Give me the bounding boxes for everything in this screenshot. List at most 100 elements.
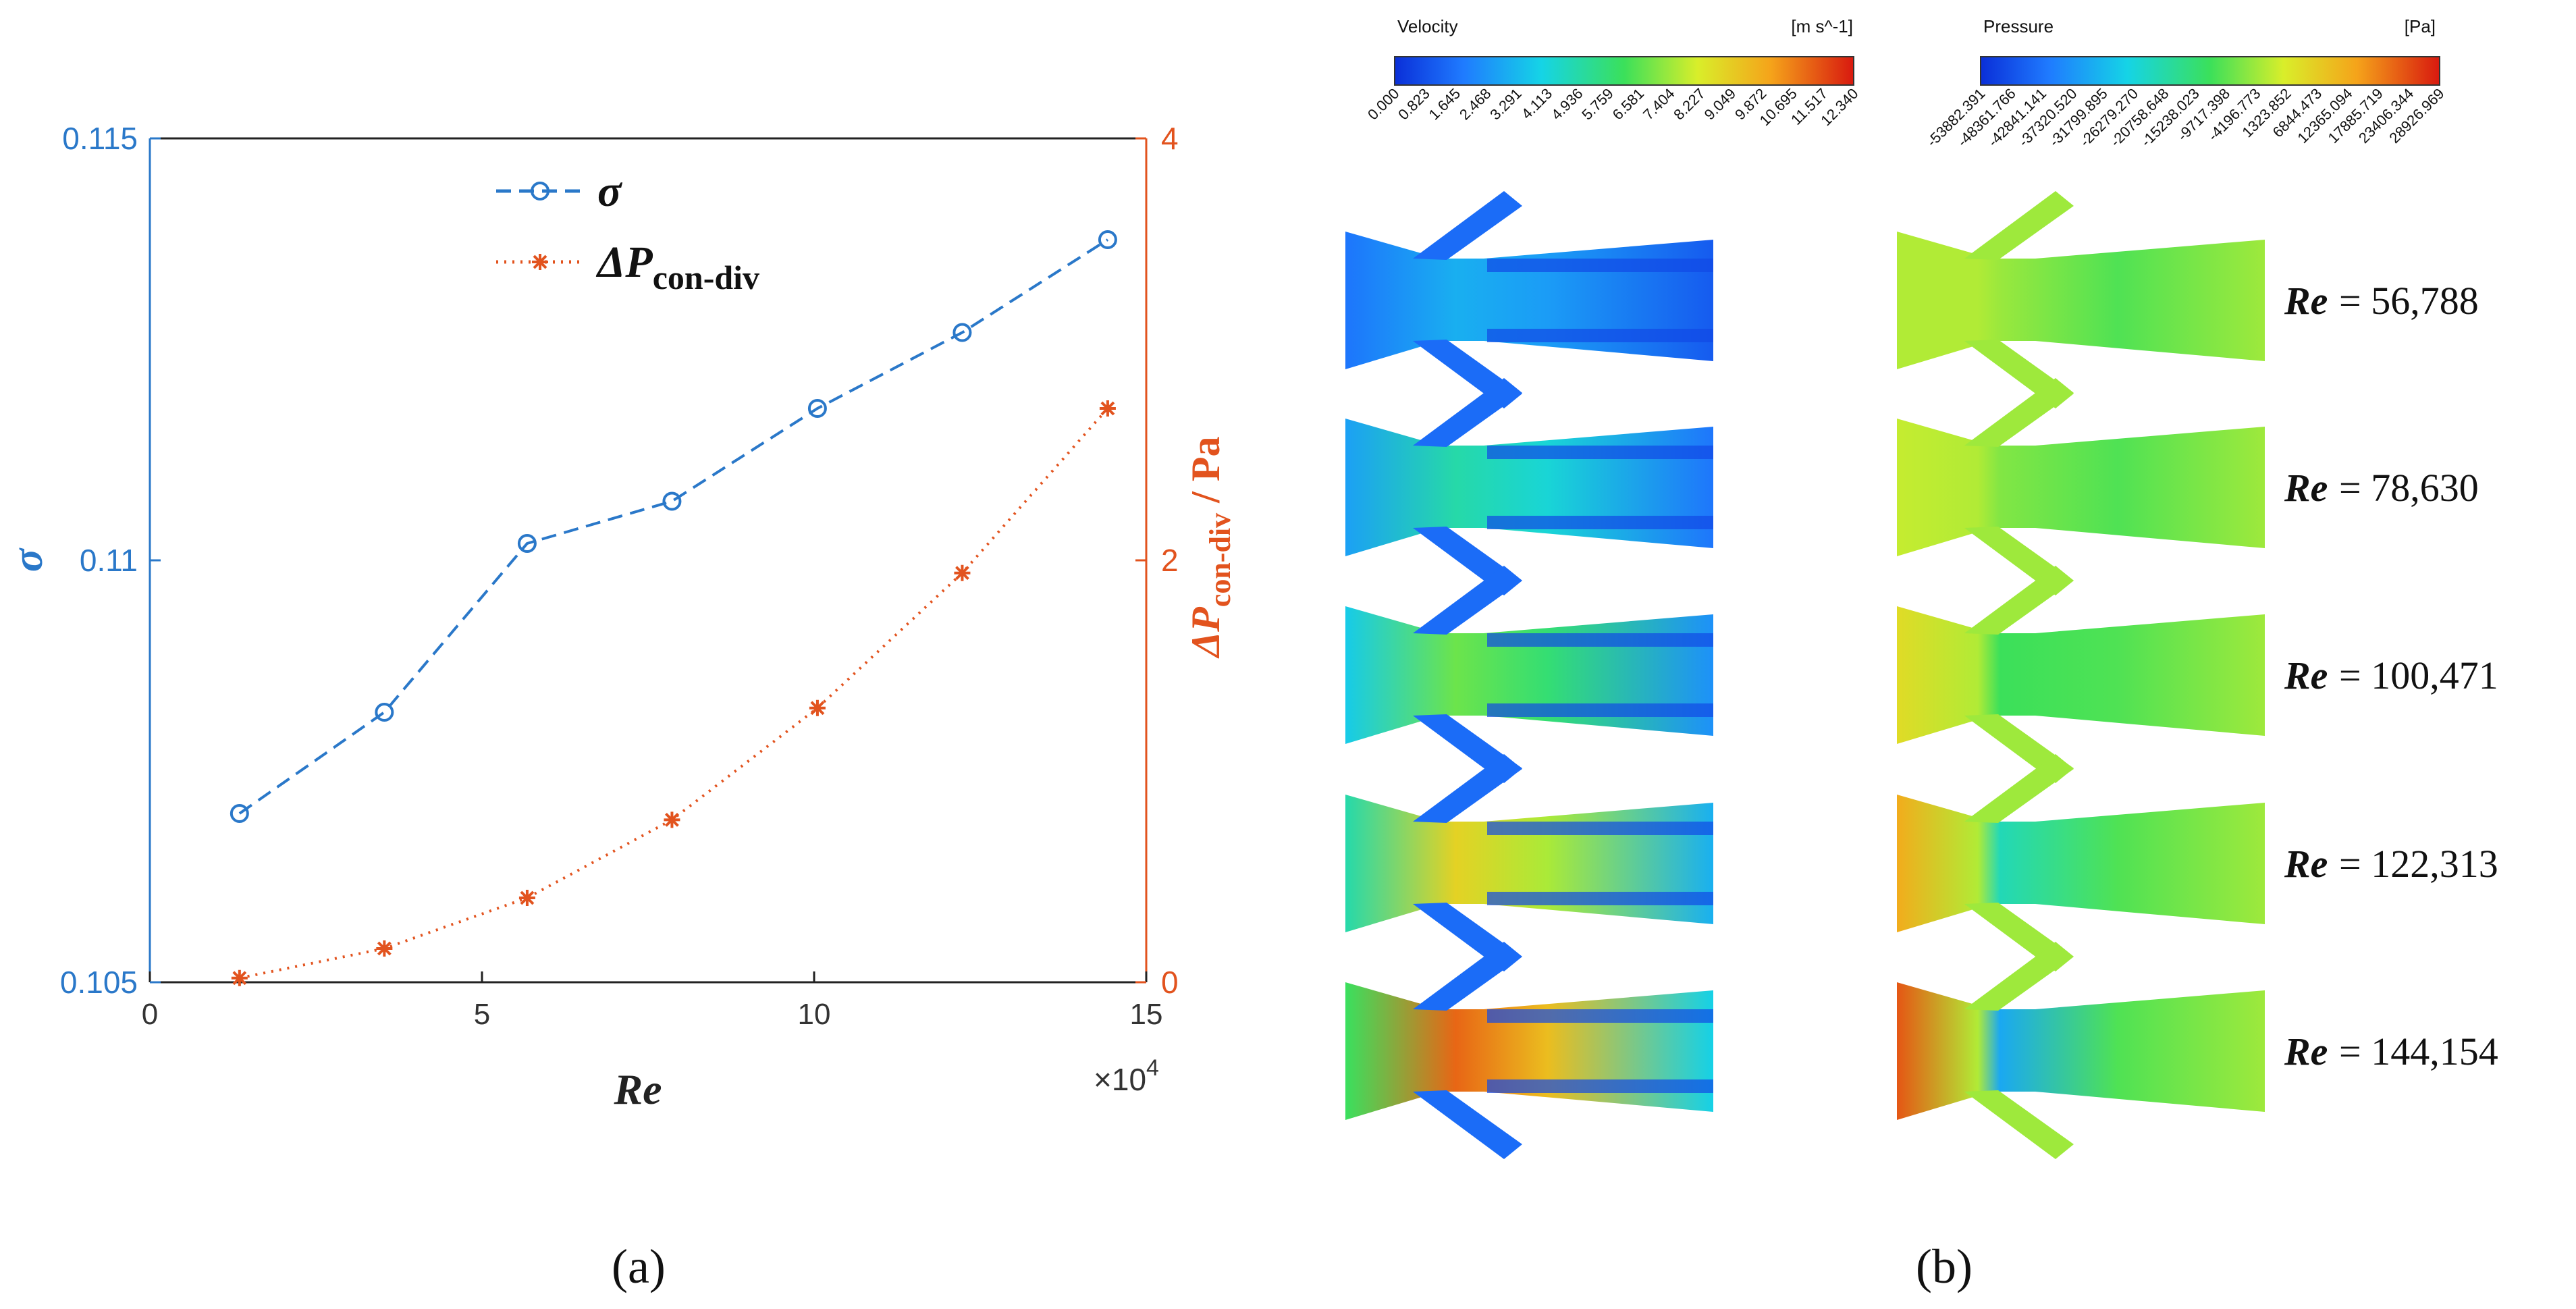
velocity-nozzle-arms	[1413, 566, 1522, 783]
caption-a: (a)	[612, 1239, 666, 1293]
velocity-bar-gradient	[1394, 56, 1854, 86]
velocity-bar-title: Velocity	[1397, 16, 1458, 36]
pressure-drop-point	[664, 811, 680, 828]
x-scale-note: ×104	[1094, 1055, 1159, 1097]
pressure-bar-unit: [Pa]	[2405, 16, 2436, 36]
colorbar-tick-label: 3.291	[1486, 85, 1525, 124]
velocity-bar-ticks: 0.0000.8231.6452.4683.2914.1134.9365.759…	[1364, 85, 1862, 129]
x-tick-label: 0	[142, 998, 158, 1031]
colorbar-tick-label: 9.049	[1701, 85, 1740, 124]
pressure-bar-ticks: -53882.391-48361.766-42841.141-37320.520…	[1923, 85, 2447, 150]
re-label-value: = 100,471	[2339, 653, 2498, 697]
pressure-nozzle-body	[1897, 982, 2265, 1120]
pressure-nozzle-body	[1897, 795, 2265, 932]
colorbar-tick-label: 5.759	[1578, 85, 1617, 124]
re-label-value: = 56,788	[2339, 279, 2479, 323]
velocity-wall-layer	[1487, 259, 1713, 272]
sigma-point	[662, 491, 682, 511]
velocity-wall-layer	[1487, 1079, 1713, 1093]
colorbar-tick-label: 8.227	[1670, 85, 1709, 124]
legend-dp-marker	[532, 254, 548, 270]
colorbar-tick-label: 6.581	[1609, 85, 1648, 124]
velocity-wall-layer	[1487, 703, 1713, 717]
velocity-wall-layer	[1487, 1009, 1713, 1023]
x-tick-label: 15	[1130, 998, 1163, 1031]
re-label-value: = 122,313	[2339, 842, 2498, 886]
velocity-nozzle-body	[1345, 232, 1713, 369]
velocity-bar-unit: [m s^-1]	[1791, 16, 1853, 36]
x-axis-ticks: 0 5 10 15	[142, 971, 1163, 1031]
velocity-nozzle-arms	[1413, 754, 1522, 971]
pressure-drop-point	[231, 969, 248, 986]
colorbar-tick-label: 0.823	[1395, 85, 1433, 124]
sigma-point	[952, 323, 972, 342]
sigma-point	[517, 534, 537, 553]
y-left-axis-label: σ	[3, 547, 51, 572]
colorbar-tick-label: 2.468	[1456, 85, 1495, 124]
legend-dp-label: ΔPcon-div	[595, 238, 759, 296]
velocity-nozzle-body	[1345, 982, 1713, 1120]
velocity-nozzle-body	[1345, 795, 1713, 932]
pressure-nozzle-arms	[1964, 754, 2074, 971]
sigma-point	[375, 703, 394, 722]
legend: σ ΔPcon-div	[496, 167, 759, 296]
velocity-colorbar: Velocity [m s^-1] 0.0000.8231.6452.4683.…	[1364, 16, 1862, 129]
re-label-value: = 78,630	[2339, 466, 2479, 510]
colorbar-tick-label: 0.000	[1364, 85, 1403, 124]
y-left-tick-label: 0.105	[60, 965, 138, 1000]
pressure-drop-point	[954, 564, 971, 581]
x-tick-label: 10	[798, 998, 831, 1031]
y-right-axis-label: ΔPcon-div / Pa	[1183, 437, 1237, 659]
colorbar-tick-label: 4.936	[1548, 85, 1586, 124]
pressure-drop-point	[376, 940, 393, 957]
legend-sigma-label: σ	[597, 167, 623, 216]
velocity-wall-layer	[1487, 822, 1713, 835]
pressure-drop-point	[809, 699, 826, 716]
sigma-point	[230, 804, 249, 823]
y-left-tick-label: 0.115	[62, 121, 138, 156]
velocity-nozzle-body	[1345, 419, 1713, 556]
colorbar-tick-label: 4.113	[1518, 85, 1555, 122]
pressure-colorbar: Pressure [Pa] -53882.391-48361.766-42841…	[1923, 16, 2447, 150]
legend-sigma-marker	[531, 182, 549, 201]
velocity-wall-layer	[1487, 329, 1713, 342]
velocity-nozzle-body	[1345, 606, 1713, 744]
y-right-axis-ticks: 0 2 4	[1135, 121, 1179, 1000]
re-label-prefix: Re	[2284, 653, 2328, 697]
velocity-wall-layer	[1487, 892, 1713, 905]
velocity-nozzle-arms	[1413, 191, 1522, 408]
colorbar-tick-label: 7.404	[1640, 85, 1678, 124]
pressure-bar-title: Pressure	[1983, 16, 2054, 36]
pressure-nozzle-arms	[1964, 191, 2074, 408]
pressure-bar-gradient	[1980, 56, 2440, 86]
re-label-prefix: Re	[2284, 842, 2328, 886]
pressure-nozzle-arms	[1964, 942, 2074, 1159]
velocity-nozzle-arms	[1413, 378, 1522, 595]
sigma-point	[1098, 230, 1117, 249]
x-axis-label: Re	[613, 1065, 662, 1113]
velocity-nozzle-arms	[1413, 942, 1522, 1159]
contour-row: Re = 122,313	[1345, 754, 2498, 971]
contour-row: Re = 144,154	[1345, 942, 2498, 1159]
pressure-nozzle-arms	[1964, 566, 2074, 783]
pressure-nozzle-body	[1897, 232, 2265, 369]
y-left-axis-ticks: 0.105 0.11 0.115	[60, 121, 161, 1000]
velocity-wall-layer	[1487, 516, 1713, 529]
x-tick-label: 5	[474, 998, 490, 1031]
contour-row: Re = 100,471	[1345, 566, 2498, 783]
y-right-tick-label: 0	[1161, 965, 1179, 1000]
chart-a: 0 5 10 15 0.105 0.11 0.115 0 2 4 Re ×104 σ ΔPco…	[3, 121, 1237, 1113]
pressure-nozzle-body	[1897, 606, 2265, 744]
velocity-wall-layer	[1487, 633, 1713, 647]
pressure-drop-point	[518, 890, 535, 906]
colorbar-tick-label: 1.645	[1426, 85, 1464, 124]
y-right-tick-label: 4	[1161, 121, 1179, 156]
sigma-point	[807, 399, 827, 418]
re-label-prefix: Re	[2284, 1030, 2328, 1073]
series-line-sigma	[238, 238, 1109, 815]
re-label-prefix: Re	[2284, 279, 2328, 323]
re-label-value: = 144,154	[2339, 1030, 2498, 1073]
pressure-drop-point	[1099, 400, 1116, 417]
y-left-tick-label: 0.11	[80, 543, 138, 578]
